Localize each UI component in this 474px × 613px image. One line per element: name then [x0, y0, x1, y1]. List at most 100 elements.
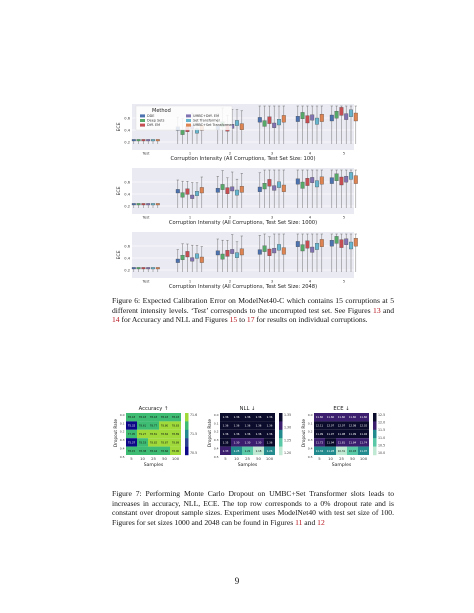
heatmap-cell	[253, 446, 264, 455]
heatmap-cell-value: 78.43	[161, 415, 169, 419]
heatmap-cell-value: 1.36	[234, 424, 240, 428]
heatmap-cell-value: 1.33	[223, 449, 229, 453]
box	[300, 181, 305, 189]
heatmap-cell-value: 11.99	[316, 432, 324, 436]
heatmap-cell-value: 1.36	[267, 432, 273, 436]
x-axis-label: Samples	[238, 462, 258, 468]
box	[310, 246, 315, 253]
colorbar-segment	[373, 421, 377, 430]
row-tick-label: 0.0	[308, 413, 313, 417]
heatmap-cell	[148, 446, 159, 455]
row-tick-label: 0.5	[308, 455, 313, 459]
colorbar-tick-label: 1.35	[284, 413, 291, 417]
box	[190, 194, 195, 199]
col-tick-label: 5	[130, 456, 133, 461]
colorbar-tick-label: 1.20	[284, 451, 291, 455]
box	[141, 203, 146, 206]
figure-ref-15[interactable]: 15	[229, 315, 238, 325]
box	[295, 116, 300, 122]
y-tick-label: 0.6	[124, 181, 130, 185]
heatmap-cell	[358, 413, 369, 422]
heatmap-cell-value: 1.36	[267, 440, 273, 444]
heatmap-cell	[220, 421, 231, 430]
heatmap-cell	[159, 438, 170, 447]
x-tick-label: 4	[309, 216, 312, 220]
heatmap-cell	[314, 438, 325, 447]
figure-ref-14[interactable]: 14	[112, 315, 120, 325]
heatmap-cell-value: 12.11	[316, 424, 324, 428]
legend-swatch	[186, 114, 191, 118]
box	[277, 181, 281, 188]
col-tick-label: 25	[339, 456, 344, 461]
heatmap-cell-value: 12.08	[349, 424, 357, 428]
heatmap-cell	[170, 438, 181, 447]
caption-text: for results on individual corruptions.	[254, 315, 368, 325]
box	[344, 113, 349, 120]
heatmap-cell-value: 12.07	[338, 424, 346, 428]
box	[180, 255, 185, 260]
heatmap-cell-value: 12.07	[327, 424, 335, 428]
heatmap-cell-value: 79.27	[139, 432, 147, 436]
x-axis-label: Corruption Intensity (All Corruptions, T…	[169, 220, 317, 226]
figure-ref-12[interactable]: 12	[317, 517, 325, 527]
box	[155, 139, 160, 142]
box	[319, 114, 324, 122]
legend-swatch	[140, 119, 145, 122]
colorbar-tick-label: 1.25	[284, 438, 291, 442]
box	[257, 186, 262, 192]
heatmap-cell-value: 1.36	[245, 424, 251, 428]
heatmap-cell	[126, 446, 137, 455]
heatmap-cell	[325, 438, 336, 447]
heatmap-cell-value: 1.36	[245, 415, 251, 419]
row-tick-label: 0.3	[308, 438, 313, 442]
heatmap-cell-value: 11.60	[349, 415, 357, 419]
heatmap-cell	[126, 413, 137, 422]
heatmap-cell-value: 1.30	[234, 440, 240, 444]
box	[257, 249, 262, 255]
box	[300, 112, 305, 119]
box	[199, 187, 204, 194]
row-tick-label: 0.4	[214, 447, 219, 451]
heatmap-cell	[220, 429, 231, 439]
box	[257, 117, 262, 123]
row-tick-label: 0.5	[214, 455, 219, 459]
heatmap-cell-value: 10.93	[349, 449, 357, 453]
row-tick-label: 0.1	[120, 421, 125, 425]
figure-ref-11[interactable]: 11	[295, 517, 303, 527]
heatmap-cell-value: 1.36	[267, 424, 273, 428]
box	[190, 257, 195, 262]
heatmap-cell	[137, 413, 148, 422]
heatmap-cell	[358, 446, 369, 455]
heatmap-cell-value: 11.72	[316, 440, 324, 444]
box	[315, 117, 319, 125]
x-tick-label: 3	[271, 216, 273, 220]
colorbar-segment	[279, 429, 283, 439]
heatmap-cell-value: 78.81	[150, 432, 158, 436]
heatmap-cell	[358, 429, 369, 439]
figure-6-label: Figure 6:	[112, 296, 141, 305]
heatmap-cell-value: 78.89	[172, 440, 180, 444]
colorbar-tick-label: 70.5	[190, 451, 197, 455]
heatmap-cell	[347, 413, 358, 422]
colorbar-tick-label: 12.0	[378, 421, 385, 425]
box	[195, 253, 199, 259]
heatmap-cell-value: 11.84	[349, 440, 357, 444]
heatmap-cell	[264, 421, 275, 430]
heatmap-cell	[325, 446, 336, 455]
box	[175, 189, 180, 194]
heatmap-cell	[170, 413, 181, 422]
box	[146, 267, 151, 270]
heatmap-cell-value: 11.74	[360, 440, 368, 444]
box	[136, 203, 141, 206]
row-tick-label: 0.2	[120, 430, 125, 434]
heatmap-cell	[159, 429, 170, 439]
figure-ref-13[interactable]: 13	[373, 305, 381, 315]
heatmap-cell	[170, 446, 181, 455]
y-tick-label: 0.4	[124, 193, 130, 197]
heatmap-cell	[264, 438, 275, 447]
col-tick-label: 100	[266, 456, 274, 461]
figure-ref-17[interactable]: 17	[246, 315, 255, 325]
box	[349, 241, 353, 250]
